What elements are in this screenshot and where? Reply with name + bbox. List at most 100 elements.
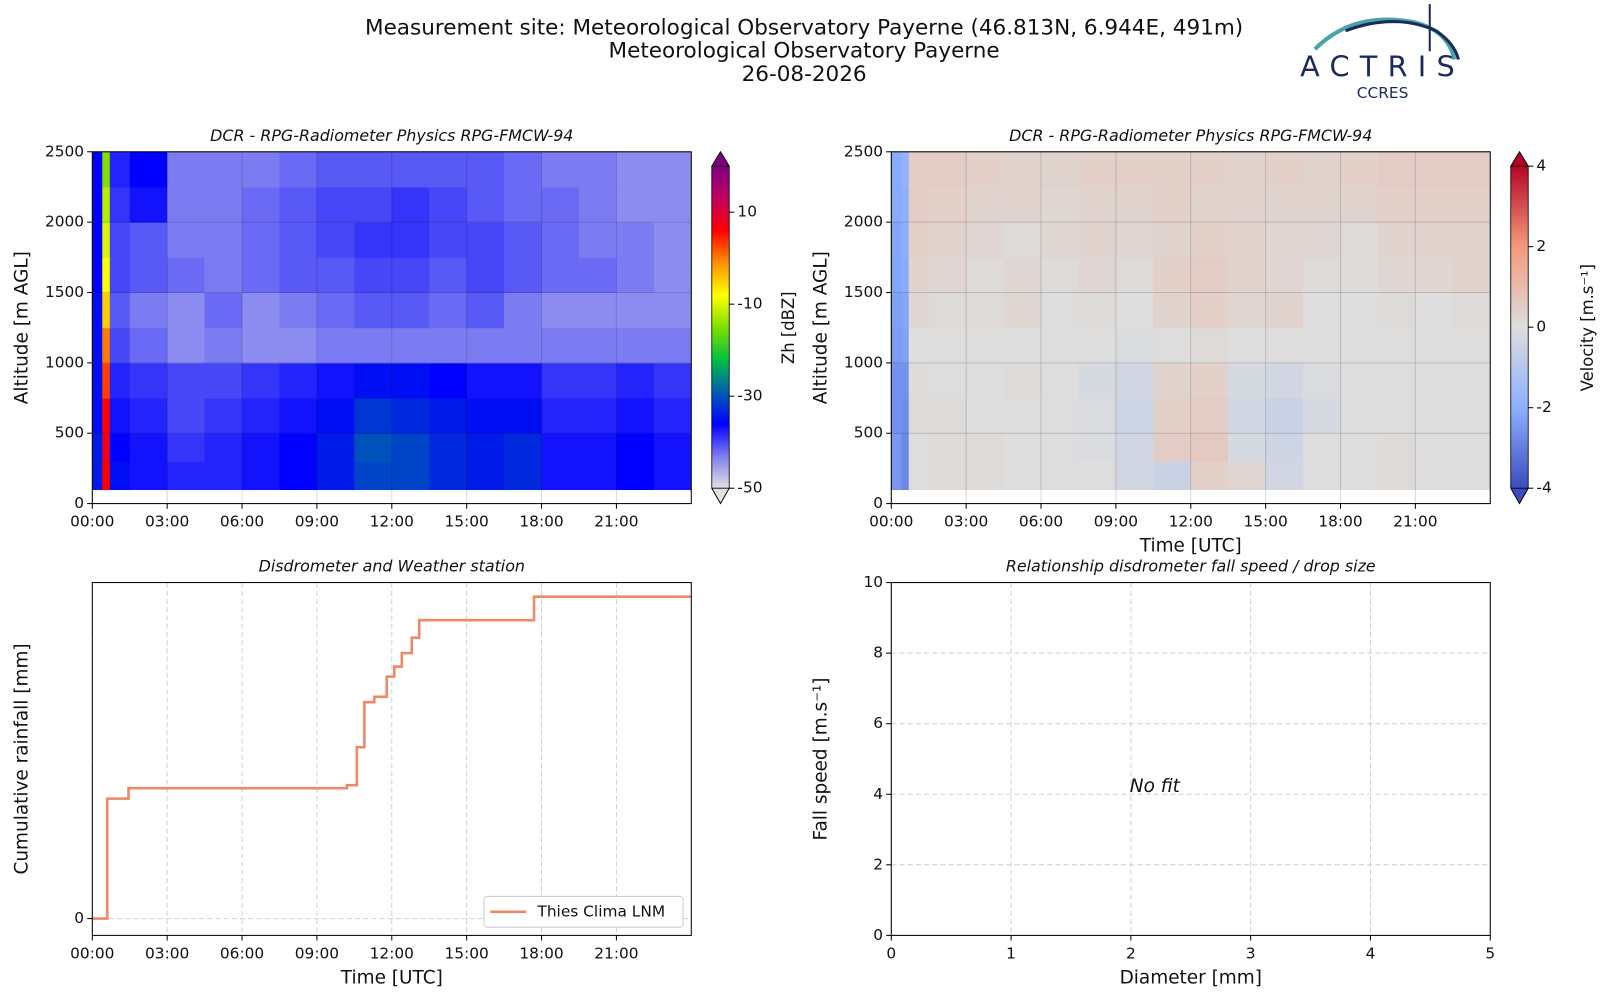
heatmap-cell [1153,433,1192,462]
heatmap-cell [1415,151,1454,188]
heatmap-cell [316,433,355,462]
heatmap-cell [616,222,655,258]
heatmap-cell [1340,292,1379,329]
heatmap-cell [167,433,206,462]
heatmap-cell [354,222,393,258]
heatmap-cell [466,461,505,491]
heatmap-cell [1115,362,1154,399]
heatmap-cell [1303,398,1342,434]
heatmap-cell [167,222,206,258]
heatmap-cell [966,362,1005,399]
heatmap-cell [1265,257,1304,294]
heatmap-cell [1078,433,1117,462]
heatmap-cell [908,257,930,294]
heatmap-cell [966,327,1005,364]
heatmap-cell [1115,186,1154,223]
heatmap-cell [129,398,168,434]
heatmap-cell [391,292,430,329]
heatmap-cell [316,398,355,434]
x-tick-label: 15:00 [1243,513,1287,531]
heatmap-cell [616,433,655,462]
heatmap-cell [1415,362,1454,399]
heatmap-cell [1265,292,1304,329]
heatmap-cell [242,461,280,491]
heatmap-cell [1190,186,1229,223]
heatmap-cell [204,151,243,188]
heatmap-cell [541,151,580,188]
heatmap-cell [391,433,430,462]
heatmap-cell [653,186,692,223]
heatmap-cell [1452,327,1491,364]
heatmap-cell [504,151,543,188]
heatmap-cell [1265,222,1304,258]
heatmap-cell [1003,362,1042,399]
heatmap-cell [928,327,967,364]
heatmap-cell [279,222,318,258]
x-tick-label: 09:00 [295,513,339,531]
heatmap-cell [167,461,206,491]
heatmap-cell [1003,186,1042,223]
heatmap-cell [102,433,111,462]
heatmap-cell [1228,186,1267,223]
heatmap-cell [653,327,692,364]
heatmap-cell [92,362,103,399]
heatmap-cell [908,222,930,258]
heatmap-cell [167,292,206,329]
heatmap-cell [316,257,355,294]
heatmap-cell [316,461,355,491]
heatmap-cell [901,461,910,491]
heatmap-cell [504,461,543,491]
heatmap-cell [109,186,131,223]
heatmap-cell [1115,257,1154,294]
heatmap-cell [901,362,910,399]
x-axis-label: Time [UTC] [340,967,443,988]
heatmap-cell [429,257,468,294]
colorbar: -4 -2 0 2 4 Velocity [m.s⁻¹] [1510,151,1597,505]
heatmap-cell [316,292,355,329]
y-tick-label: 1500 [45,283,84,301]
heatmap-cell [1190,461,1229,491]
x-axis-label: Time [UTC] [1139,536,1242,557]
heatmap-cell [901,257,910,294]
legend: Thies Clima LNM [483,895,684,928]
y-tick-label: 6 [873,714,883,732]
heatmap-cell [391,186,430,223]
heatmap-cell [1340,222,1379,258]
heatmap-cell [129,151,168,188]
heatmap-cell [242,222,280,258]
x-tick-label: 21:00 [594,944,638,962]
heatmap-cell [109,461,131,491]
heatmap-cell [1190,151,1229,188]
heatmap-cell [279,461,318,491]
heatmap-cell [354,327,393,364]
heatmap-cell [966,186,1005,223]
x-tick-label: 12:00 [1169,513,1213,531]
heatmap-cell [901,398,910,434]
heatmap-cell [279,257,318,294]
heatmap-cell [1041,257,1079,294]
heatmap-cell [928,257,967,294]
heatmap-cell [578,398,617,434]
heatmap-cell [204,292,243,329]
heatmap-cell [1190,292,1229,329]
heatmap-cell [1153,461,1192,491]
heatmap-cell [1078,461,1117,491]
heatmap-cell [1228,362,1267,399]
heatmap-cell [928,292,967,329]
heatmap-cell [578,186,617,223]
heatmap-cell [616,292,655,329]
heatmap-cell [102,222,111,258]
heatmap-cell [901,433,910,462]
heatmap-cell [1265,398,1304,434]
heatmap-cell [1415,292,1454,329]
heatmap-cell [466,327,505,364]
heatmap-cell [1452,433,1491,462]
heatmap-cell [391,398,430,434]
heatmap-cell [1452,461,1491,491]
heatmap-cell [541,327,580,364]
heatmap-cell [167,257,206,294]
heatmap-cell [316,222,355,258]
heatmap-cell [466,433,505,462]
plot-area [92,595,692,920]
heatmap-cell [279,327,318,364]
